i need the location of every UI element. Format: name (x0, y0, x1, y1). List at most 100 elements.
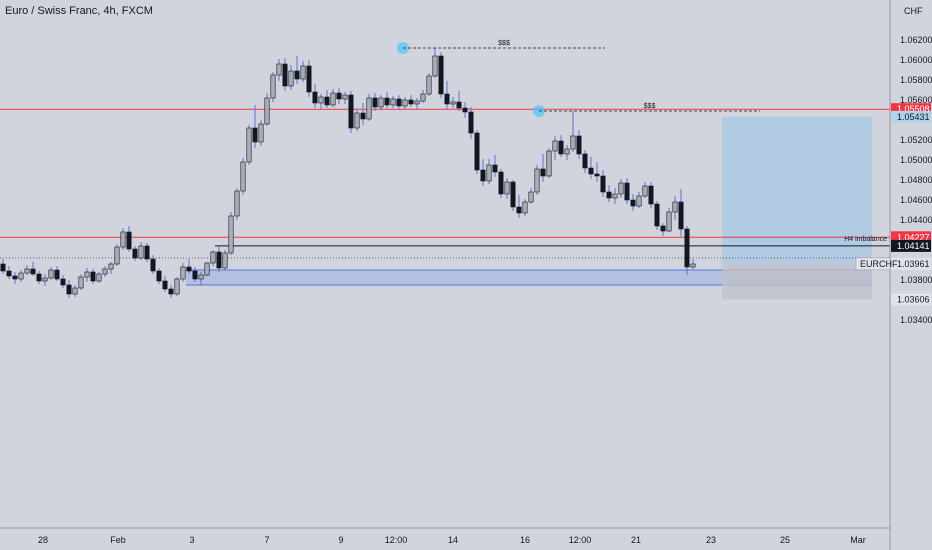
candle-body (276, 63, 282, 76)
candle-body (330, 92, 336, 106)
candle-body (180, 266, 186, 280)
y-tick-label: 1.03400 (900, 315, 932, 325)
y-tick-label: 1.04600 (900, 195, 932, 205)
currency-label: CHF (904, 6, 923, 16)
candle-body (6, 270, 12, 277)
candle-body (228, 215, 234, 254)
candle-body (168, 288, 174, 295)
candle-body (420, 93, 426, 102)
price-tag-label: 1.03606 (897, 294, 930, 304)
candle-body (216, 251, 222, 269)
candle-body (150, 258, 156, 272)
candle-body (414, 100, 420, 105)
candle-body (42, 277, 48, 282)
candle-body (486, 164, 492, 182)
candle-body (186, 266, 192, 272)
liquidity-label: $$$ (498, 40, 510, 47)
candle-body (96, 273, 102, 282)
y-tick-label: 1.05800 (900, 75, 932, 85)
price-axis[interactable]: 1.06200 1.06000 1.05800 1.05600 1.05200 1.050… (855, 35, 932, 325)
candle-body (438, 55, 444, 95)
candle-body (312, 91, 318, 104)
candle-body (48, 269, 54, 279)
candle-body (594, 173, 600, 177)
x-tick-label: 16 (520, 535, 530, 545)
candle-body (672, 201, 678, 213)
candle-body (396, 98, 402, 107)
y-tick-label: 1.04800 (900, 175, 932, 185)
lines-layer: H4 imbalance (0, 108, 890, 259)
x-tick-label: 21 (631, 535, 641, 545)
candle-body (450, 101, 456, 105)
candle-body (468, 111, 474, 134)
candle-body (210, 251, 216, 264)
y-tick-label: 1.06200 (900, 35, 932, 45)
candle-body (30, 268, 36, 275)
candle-body (264, 97, 270, 125)
candle-body (624, 182, 630, 201)
candle-body (600, 175, 606, 193)
candle-body (522, 201, 528, 214)
candle-body (366, 97, 372, 120)
candle-body (576, 135, 582, 155)
y-tick-label: 1.05000 (900, 155, 932, 165)
x-tick-label: 9 (338, 535, 343, 545)
candle-body (234, 190, 240, 217)
candle-body (144, 245, 150, 260)
x-tick-label: 12:00 (385, 535, 408, 545)
candle-body (120, 231, 126, 248)
candle-body (294, 70, 300, 80)
y-tick-label: 1.06000 (900, 55, 932, 65)
candle-body (192, 270, 198, 280)
candle-body (78, 276, 84, 289)
time-axis[interactable]: 28 Feb 3 7 9 12:00 14 16 12:00 21 23 25 Mar (38, 535, 866, 545)
price-tag-label: 1.05508 (897, 104, 930, 114)
candle-body (156, 270, 162, 282)
candle-body (114, 246, 120, 265)
candle-body (606, 191, 612, 199)
x-tick-label: 14 (448, 535, 458, 545)
liquidity-label: $$$ (644, 103, 656, 110)
candle-body (498, 171, 504, 195)
candle-body (390, 98, 396, 106)
candle-body (474, 132, 480, 171)
candle-body (162, 280, 168, 290)
symbol-tag-bg (855, 257, 891, 271)
candle-body (654, 203, 660, 227)
imbalance-label: H4 imbalance (844, 236, 887, 243)
x-tick-label: Feb (110, 535, 126, 545)
candle-body (60, 278, 66, 286)
candle-body (540, 168, 546, 177)
candle-body (324, 96, 330, 106)
x-tick-label: 12:00 (569, 535, 592, 545)
candle-body (246, 127, 252, 163)
candle-body (504, 181, 510, 195)
price-tag-bg (891, 110, 931, 123)
x-tick-label: 3 (189, 535, 194, 545)
price-tag-label: 1.04141 (897, 241, 930, 251)
x-tick-label: 28 (38, 535, 48, 545)
price-tag-label: 1.05431 (897, 112, 930, 122)
candle-body (252, 127, 258, 143)
candle-body (66, 284, 72, 295)
price-tag-label: 1.04227 (897, 232, 930, 242)
candle-body (678, 201, 684, 230)
x-tick-label: 7 (264, 535, 269, 545)
candle-body (480, 169, 486, 182)
candle-body (546, 150, 552, 177)
candle-body (222, 252, 228, 269)
candle-body (318, 96, 324, 104)
candle-body (666, 211, 672, 232)
x-tick-label: 23 (706, 535, 716, 545)
candle-body (198, 274, 204, 280)
demand-zone (186, 270, 872, 285)
candle-body (132, 248, 138, 259)
candle-body (612, 193, 618, 199)
candle-body (432, 55, 438, 77)
price-tag-bg (891, 257, 931, 270)
candle-body (240, 161, 246, 192)
marks-layer: $$$ $$$ (397, 40, 760, 117)
y-tick-label: 1.05200 (900, 135, 932, 145)
candle-body (582, 153, 588, 169)
